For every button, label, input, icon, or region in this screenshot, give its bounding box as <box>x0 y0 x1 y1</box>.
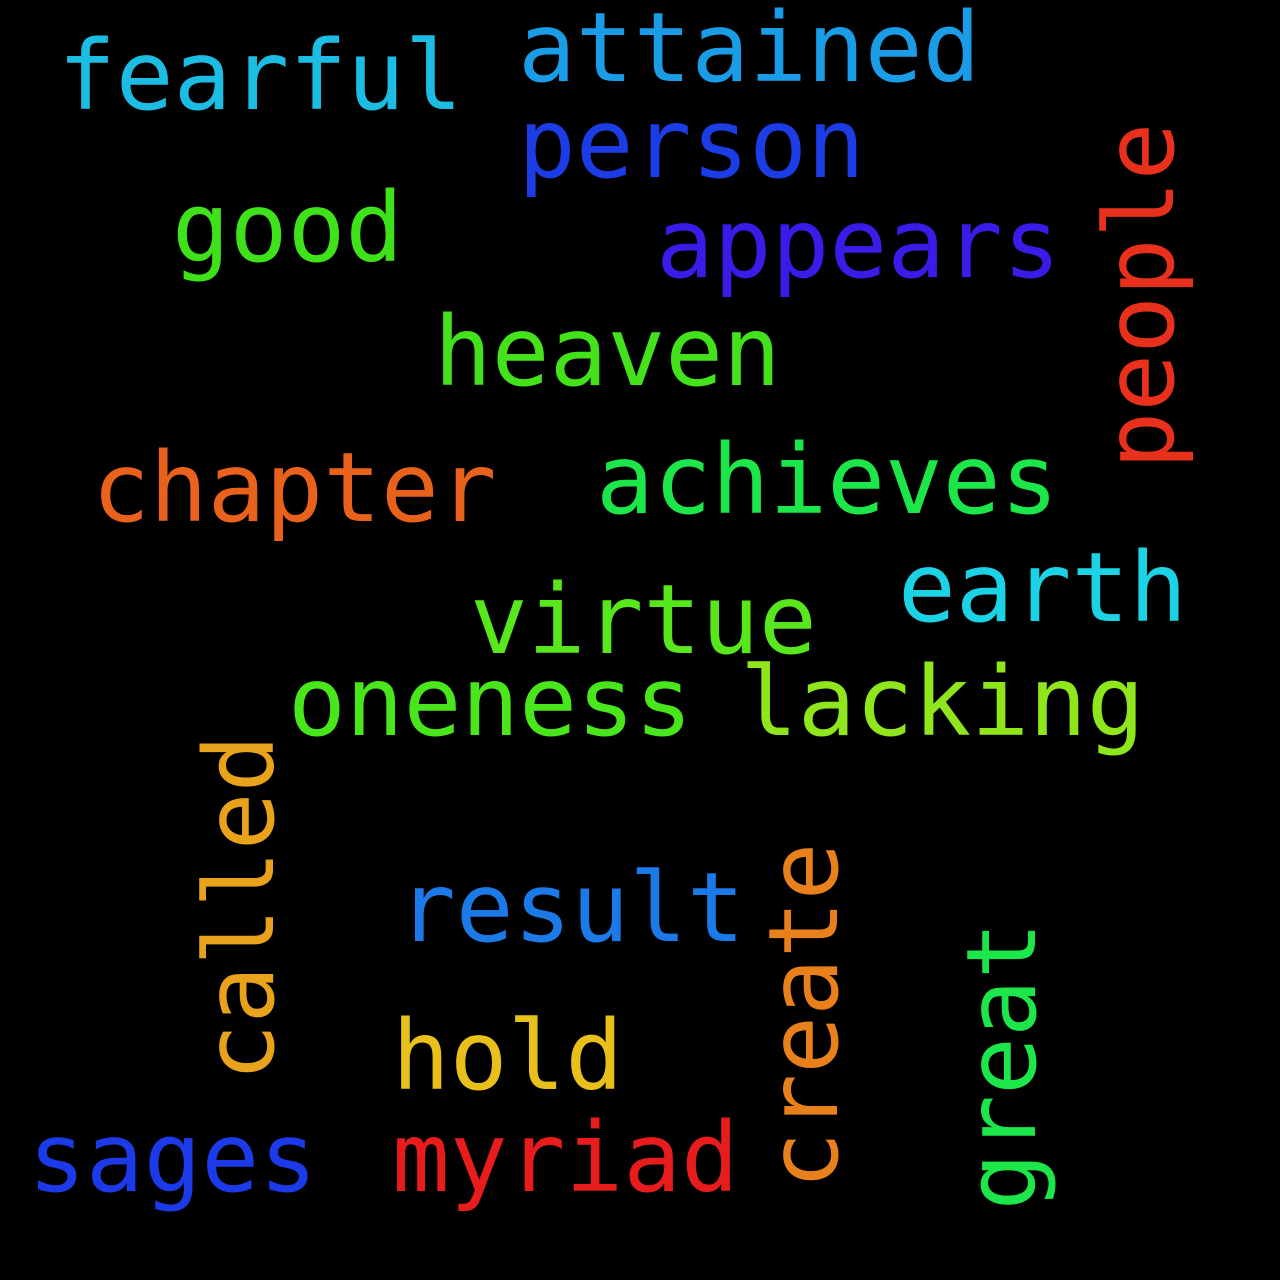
word-virtue: virtue <box>470 564 817 676</box>
word-attained: attained <box>518 0 981 104</box>
word-myriad: myriad <box>392 1102 739 1214</box>
word-good: good <box>172 172 404 284</box>
word-called: called <box>184 734 296 1082</box>
word-hold: hold <box>392 1000 624 1112</box>
word-create: create <box>748 842 860 1190</box>
word-chapter: chapter <box>92 432 497 544</box>
word-achieves: achieves <box>596 424 1059 536</box>
word-heaven: heaven <box>434 296 781 408</box>
word-fearful: fearful <box>58 20 463 132</box>
word-appears: appears <box>656 188 1061 300</box>
word-people: people <box>1084 122 1196 470</box>
word-sages: sages <box>28 1102 317 1214</box>
word-earth: earth <box>898 532 1187 644</box>
word-person: person <box>518 88 865 200</box>
word-great: great <box>946 921 1058 1211</box>
word-lacking: lacking <box>740 646 1145 758</box>
word-oneness: oneness <box>288 646 693 758</box>
word-result: result <box>398 852 745 964</box>
